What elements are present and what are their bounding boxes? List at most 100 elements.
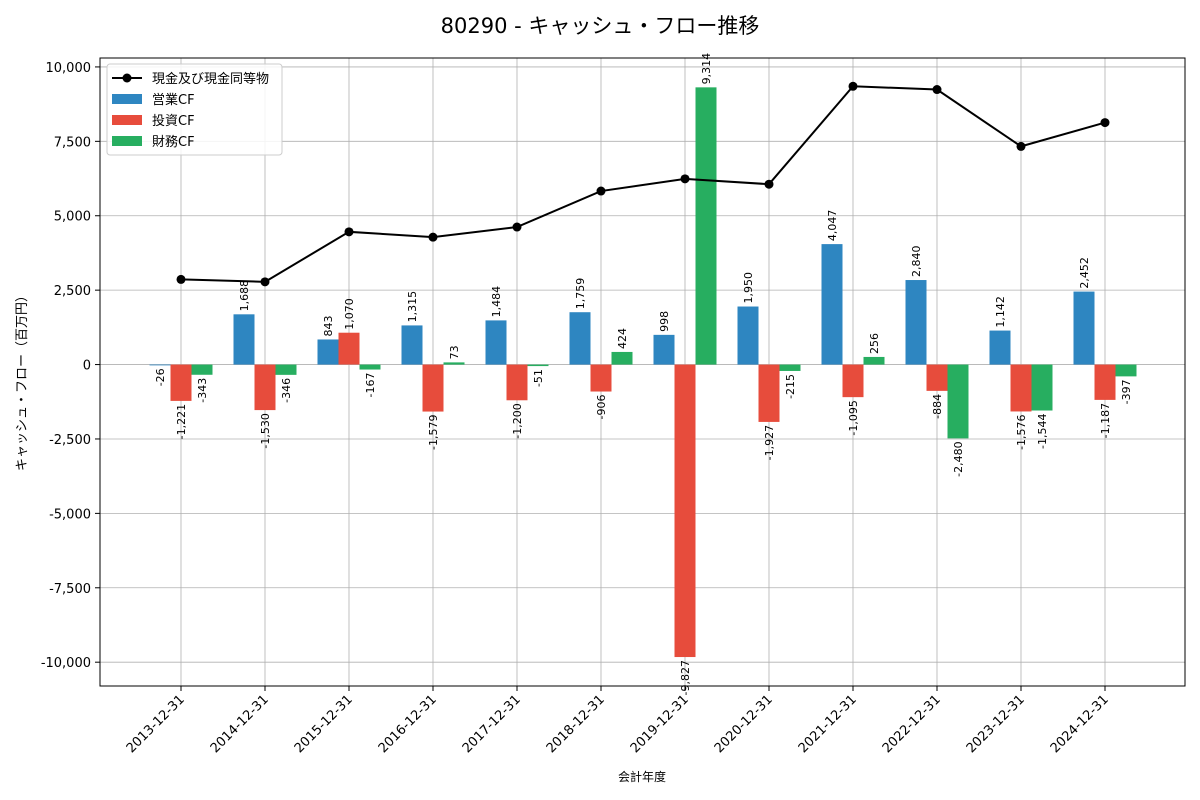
bar-2 <box>1094 364 1116 400</box>
bar-value-label: 1,315 <box>406 291 419 323</box>
bar-2 <box>1010 364 1032 412</box>
cash-point <box>1100 118 1110 128</box>
bar-3 <box>695 87 717 365</box>
bars-layer <box>149 87 1137 658</box>
x-axis-ticks: 2013-12-31 2014-12-31 2015-12-31 2016-12-31… <box>124 686 1112 756</box>
legend-swatch <box>112 136 142 146</box>
bar-value-label: -1,095 <box>847 400 860 435</box>
bar-3 <box>191 364 213 375</box>
bar-1 <box>653 334 675 365</box>
cash-point <box>932 85 942 95</box>
x-tick-label: 2017-12-31 <box>460 692 524 756</box>
cash-point <box>680 174 690 184</box>
bar-value-label: 424 <box>616 328 629 349</box>
bar-value-label: 4,047 <box>826 210 839 242</box>
y-tick-label: 7,500 <box>54 135 91 150</box>
bar-1 <box>1073 291 1095 365</box>
cash-point <box>512 222 522 232</box>
bar-2 <box>758 364 780 422</box>
bar-2 <box>590 364 612 392</box>
bar-2 <box>422 364 444 412</box>
x-tick-label: 2024-12-31 <box>1048 692 1112 756</box>
chart-title: 80290 - キャッシュ・フロー推移 <box>441 14 760 38</box>
bar-2 <box>506 364 528 401</box>
bar-value-label: -1,187 <box>1099 403 1112 438</box>
bar-2 <box>170 364 192 401</box>
bar-value-label: 1,950 <box>742 272 755 304</box>
bar-value-label: -26 <box>154 368 167 386</box>
bar-3 <box>527 364 549 367</box>
x-tick-label: 2014-12-31 <box>208 692 272 756</box>
bar-1 <box>821 244 843 365</box>
bar-value-label: -343 <box>196 378 209 403</box>
bar-2 <box>926 364 948 391</box>
y-tick-label: -7,500 <box>49 582 91 597</box>
cash-point <box>260 277 270 287</box>
bar-value-label: 9,314 <box>700 53 713 85</box>
bar-1 <box>401 325 423 365</box>
x-tick-label: 2021-12-31 <box>796 692 860 756</box>
bar-value-label: 2,452 <box>1078 257 1091 289</box>
bar-value-label: -9,827 <box>679 660 692 695</box>
cash-point <box>848 81 858 91</box>
y-tick-label: -2,500 <box>49 433 91 448</box>
legend-label: 投資CF <box>152 113 195 129</box>
cash-point <box>596 186 606 196</box>
legend-label: 営業CF <box>152 92 195 108</box>
bar-value-label: -906 <box>595 395 608 420</box>
bar-3 <box>443 362 465 365</box>
bar-2 <box>338 332 360 365</box>
legend-label: 現金及び現金同等物 <box>152 71 269 87</box>
x-tick-label: 2013-12-31 <box>124 692 188 756</box>
bar-value-label: 1,688 <box>238 280 251 312</box>
cash-line <box>180 85 1106 283</box>
y-axis-ticks: -10,000 -7,500 -5,000 -2,500 0 2,500 5,000 7,50… <box>41 61 100 671</box>
legend-box <box>106 63 283 156</box>
bar-value-label: -346 <box>280 378 293 403</box>
bar-value-label: -215 <box>784 374 797 399</box>
bar-1 <box>485 320 507 365</box>
x-axis-label: 会計年度 <box>618 769 666 784</box>
y-tick-label: 0 <box>83 359 91 374</box>
bar-1 <box>737 306 759 365</box>
bar-3 <box>1031 364 1053 411</box>
y-tick-label: 10,000 <box>46 61 92 76</box>
bar-3 <box>1115 364 1137 377</box>
cash-point <box>764 179 774 189</box>
bar-value-label: -1,530 <box>259 413 272 448</box>
bar-value-label: -1,221 <box>175 404 188 439</box>
bar-3 <box>779 364 801 371</box>
y-tick-label: -5,000 <box>49 507 91 522</box>
bar-value-label: -1,576 <box>1015 414 1028 449</box>
bar-value-label: 256 <box>868 333 881 354</box>
bar-3 <box>611 351 633 365</box>
cash-point <box>1016 141 1026 151</box>
bar-value-label: -51 <box>532 369 545 387</box>
bar-1 <box>989 330 1011 365</box>
legend-swatch <box>112 115 142 125</box>
bar-value-label: -167 <box>364 373 377 398</box>
bar-1 <box>233 314 255 365</box>
y-axis-label: キャッシュ・フロー（百万円） <box>15 289 30 471</box>
x-tick-label: 2015-12-31 <box>292 692 356 756</box>
bar-1 <box>905 280 927 365</box>
bar-value-label: 1,759 <box>574 278 587 310</box>
data-labels-layer: -26 1,688 843 1,315 1,484 1,759 998 1,950 4,047 2… <box>154 53 1133 696</box>
x-tick-label: 2018-12-31 <box>544 692 608 756</box>
cash-point <box>176 274 186 284</box>
legend-marker <box>122 73 132 83</box>
cash-point <box>344 227 354 237</box>
plot-frame <box>99 57 1186 687</box>
bar-value-label: -1,927 <box>763 425 776 460</box>
bar-value-label: 1,484 <box>490 286 503 318</box>
bar-3 <box>863 356 885 365</box>
bar-2 <box>254 364 276 411</box>
bar-value-label: 2,840 <box>910 246 923 278</box>
x-tick-label: 2016-12-31 <box>376 692 440 756</box>
y-tick-label: 2,500 <box>54 284 91 299</box>
x-tick-label: 2020-12-31 <box>712 692 776 756</box>
bar-3 <box>275 364 297 375</box>
cash-point <box>428 232 438 242</box>
bar-value-label: 1,142 <box>994 296 1007 328</box>
